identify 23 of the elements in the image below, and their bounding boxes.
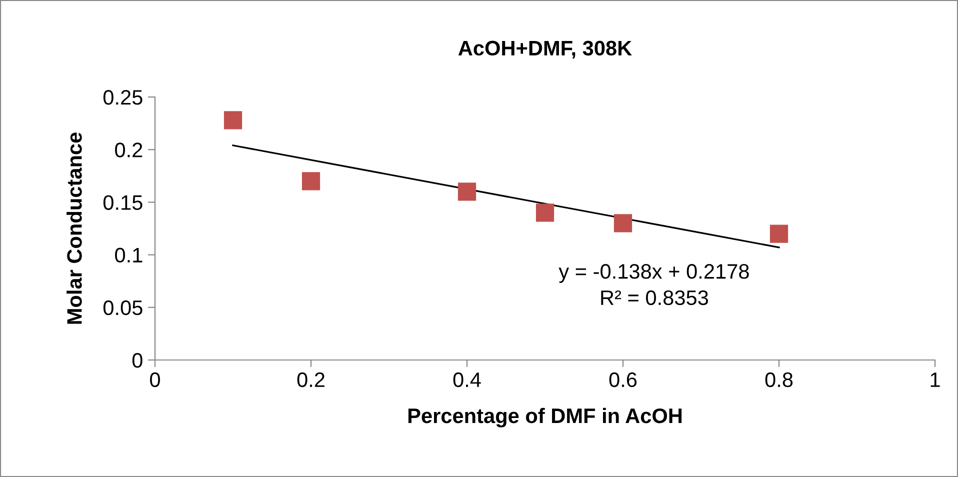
y-axis-title: Molar Conductance [66, 132, 82, 324]
y-tick-label: 0.1 [115, 248, 142, 263]
point [224, 111, 242, 130]
chart-title: AcOH+DMF, 308K [458, 40, 632, 59]
y-tick-label: 0.15 [103, 195, 142, 210]
x-tick-label: 0.2 [297, 372, 324, 388]
x-tick-label: 0.4 [453, 372, 481, 388]
annotation: R² = 0.8353 [601, 290, 708, 306]
y-tick-label: 0 [132, 353, 142, 368]
point [302, 172, 320, 190]
point [614, 214, 632, 232]
point [458, 182, 476, 201]
y-tick-label: 0.25 [103, 90, 142, 105]
x-axis-title: Percentage of DMF in AcOH [408, 408, 682, 428]
x-tick-label: 0.6 [609, 372, 637, 388]
x-tick-label: 0 [150, 372, 160, 388]
annotation: y = -0.138x + 0.2178 [558, 264, 749, 283]
x-tick-label: 0.8 [765, 372, 793, 388]
x-tick-label: 1 [930, 372, 940, 387]
point [536, 204, 554, 222]
point [770, 224, 788, 243]
y-tick-label: 0.2 [115, 142, 142, 158]
y-tick-label: 0.05 [103, 300, 142, 316]
